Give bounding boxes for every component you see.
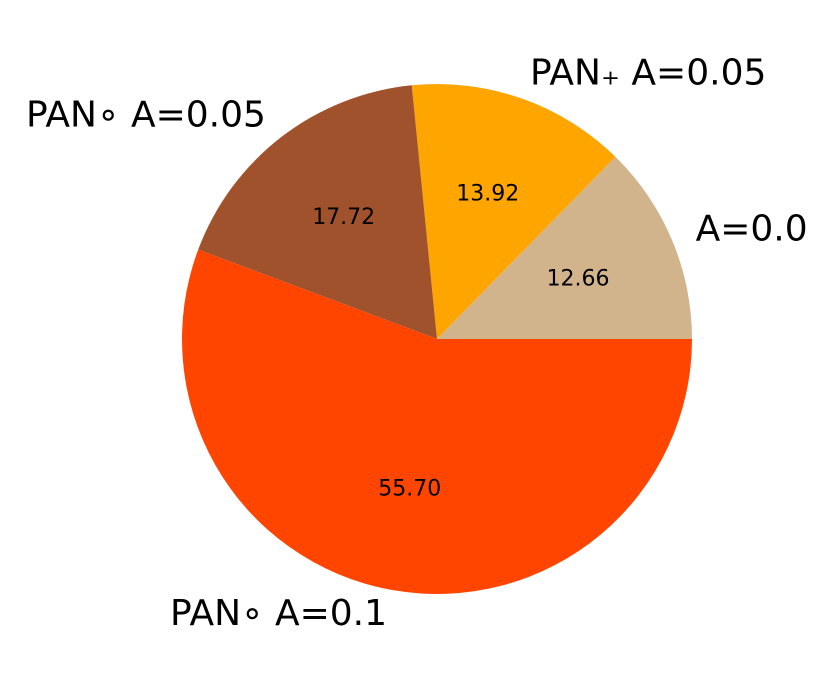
category-label: PAN₊ A=0.05: [530, 52, 766, 93]
value-label: 17.72: [312, 205, 375, 230]
pie-wedge: [198, 85, 437, 340]
value-label: 12.66: [547, 267, 610, 292]
value-label: 13.92: [456, 182, 519, 207]
pie-wedge: [437, 156, 692, 339]
category-label: PAN∘ A=0.05: [26, 95, 266, 136]
value-label: 55.70: [378, 477, 441, 502]
category-label: PAN∘ A=0.1: [170, 593, 387, 634]
category-label: A=0.0: [696, 208, 808, 249]
pie-wedge: [411, 84, 616, 339]
pie-wedge: [182, 249, 692, 595]
